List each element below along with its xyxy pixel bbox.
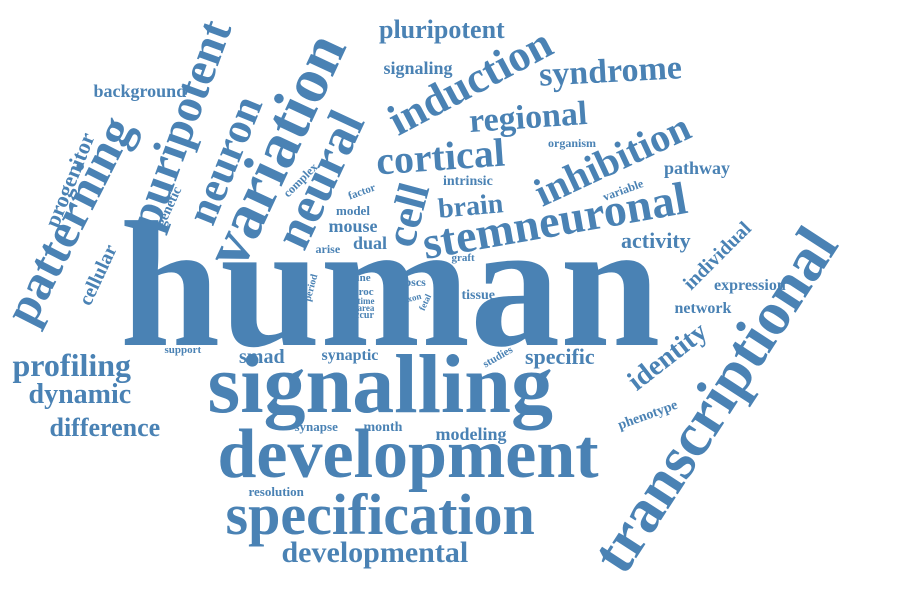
- word-activity: activity: [621, 228, 691, 253]
- word-pathway: pathway: [664, 158, 731, 178]
- word-time: time: [357, 295, 375, 306]
- word-developmental: developmental: [281, 536, 469, 569]
- word-human: human: [120, 185, 661, 384]
- word-tissue: tissue: [461, 288, 495, 303]
- word-model: model: [336, 202, 370, 218]
- word-area: area: [357, 302, 375, 313]
- word-syndrome: syndrome: [537, 49, 683, 94]
- word-brain: brain: [436, 188, 505, 225]
- word-month: month: [363, 420, 403, 435]
- word-signaling: signaling: [383, 58, 453, 78]
- word-proc: proc: [352, 285, 374, 298]
- word-mouse: mouse: [328, 216, 378, 236]
- word-graft: graft: [451, 251, 475, 264]
- word-smad: smad: [239, 346, 285, 368]
- word-specification: specification: [225, 482, 535, 547]
- word-organism: organism: [548, 136, 596, 150]
- word-support: support: [164, 343, 202, 356]
- word-pscs: pscs: [404, 275, 426, 289]
- word-occur: occur: [350, 310, 374, 321]
- word-dual: dual: [353, 233, 388, 253]
- word-intrinsic: intrinsic: [443, 174, 493, 189]
- word-synapse: synapse: [294, 418, 338, 434]
- word-development: development: [217, 416, 599, 493]
- word-expression: expression: [714, 277, 786, 294]
- word-specific: specific: [525, 344, 595, 369]
- word-network: network: [674, 300, 732, 317]
- word-signalling: signalling: [207, 338, 553, 431]
- word-profiling: profiling: [12, 347, 132, 383]
- word-dynamic: dynamic: [28, 379, 132, 410]
- word-modeling: modeling: [435, 424, 507, 444]
- word-line: line: [353, 271, 371, 284]
- word-difference: difference: [49, 413, 161, 442]
- word-arise: arise: [315, 242, 341, 256]
- word-resolution: resolution: [248, 483, 304, 499]
- word-pluripotent: pluripotent: [379, 15, 505, 44]
- word-synaptic: synaptic: [321, 347, 379, 364]
- word-background: background: [93, 81, 187, 101]
